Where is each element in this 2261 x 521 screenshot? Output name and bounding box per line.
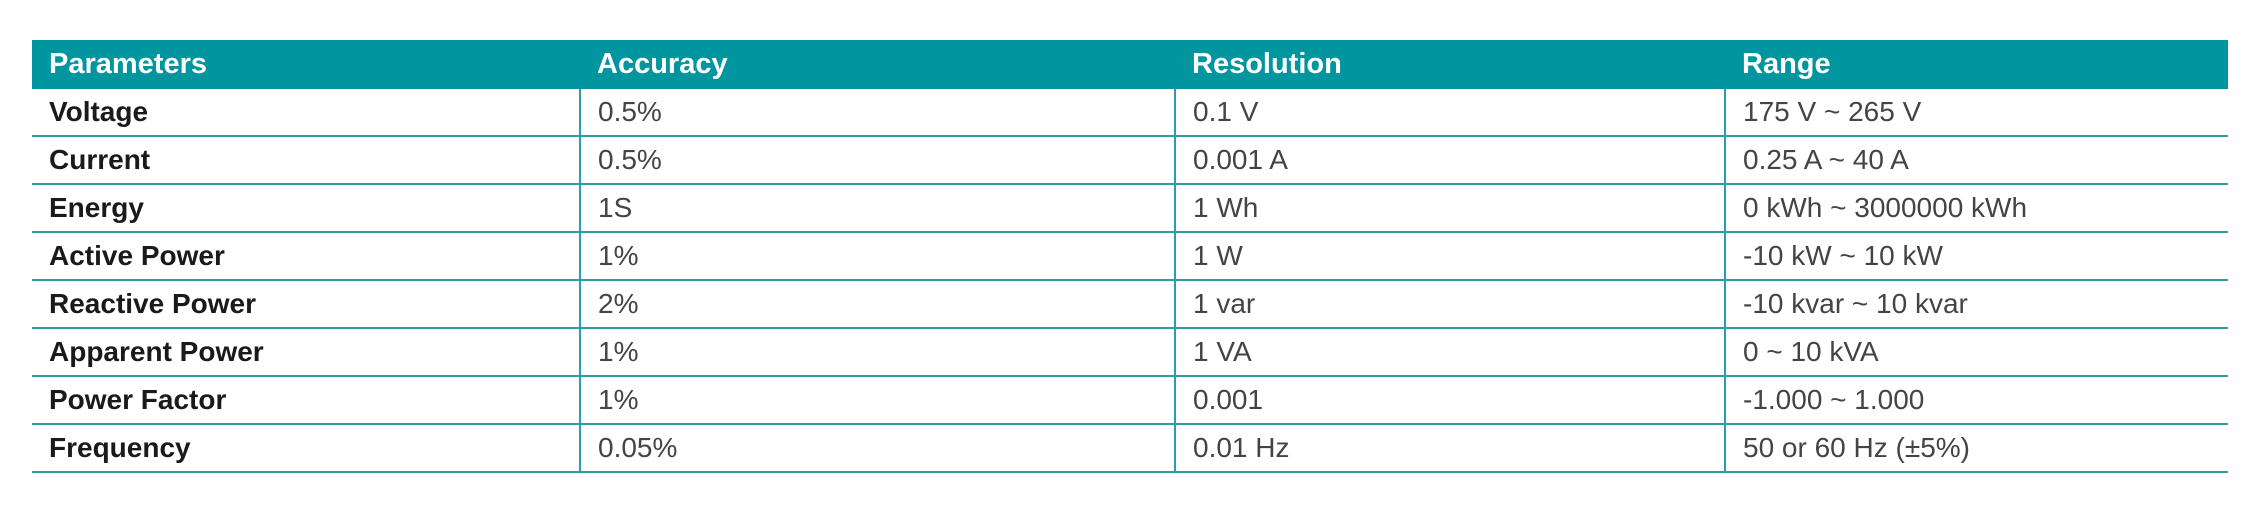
table-row: Power Factor 1% 0.001 -1.000 ~ 1.000 bbox=[32, 376, 2228, 425]
table-row: Active Power 1% 1 W -10 kW ~ 10 kW bbox=[32, 232, 2228, 281]
parameter-cell: Voltage bbox=[32, 89, 580, 137]
value-cell: -1.000 ~ 1.000 bbox=[1724, 376, 2228, 425]
header-row: Parameters Accuracy Resolution Range bbox=[32, 40, 2228, 89]
table-body: Voltage 0.5% 0.1 V 175 V ~ 265 V Current 0.5%… bbox=[32, 89, 2228, 473]
column-header: Resolution bbox=[1175, 40, 1725, 89]
value-cell: 0.5% bbox=[579, 89, 1175, 137]
table-row: Apparent Power 1% 1 VA 0 ~ 10 kVA bbox=[32, 328, 2228, 377]
parameter-cell: Energy bbox=[32, 184, 580, 233]
value-cell: 175 V ~ 265 V bbox=[1724, 89, 2228, 137]
value-cell: 0.5% bbox=[579, 136, 1175, 185]
value-cell: 2% bbox=[579, 280, 1175, 329]
parameter-cell: Active Power bbox=[32, 232, 580, 281]
value-cell: 0 ~ 10 kVA bbox=[1724, 328, 2228, 377]
value-cell: 0.001 A bbox=[1174, 136, 1725, 185]
column-header: Accuracy bbox=[580, 40, 1175, 89]
parameter-cell: Reactive Power bbox=[32, 280, 580, 329]
value-cell: -10 kW ~ 10 kW bbox=[1724, 232, 2228, 281]
value-cell: 1% bbox=[579, 376, 1175, 425]
value-cell: 0.01 Hz bbox=[1174, 424, 1725, 473]
table-row: Reactive Power 2% 1 var -10 kvar ~ 10 kvar bbox=[32, 280, 2228, 329]
value-cell: 1 VA bbox=[1174, 328, 1725, 377]
parameter-cell: Apparent Power bbox=[32, 328, 580, 377]
column-header: Parameters bbox=[32, 40, 580, 89]
table-row: Energy 1S 1 Wh 0 kWh ~ 3000000 kWh bbox=[32, 184, 2228, 233]
value-cell: 1 W bbox=[1174, 232, 1725, 281]
value-cell: 1% bbox=[579, 232, 1175, 281]
value-cell: 0.25 A ~ 40 A bbox=[1724, 136, 2228, 185]
value-cell: 1 Wh bbox=[1174, 184, 1725, 233]
column-header: Range bbox=[1725, 40, 2228, 89]
table-row: Voltage 0.5% 0.1 V 175 V ~ 265 V bbox=[32, 89, 2228, 137]
value-cell: 1S bbox=[579, 184, 1175, 233]
table-row: Current 0.5% 0.001 A 0.25 A ~ 40 A bbox=[32, 136, 2228, 185]
value-cell: 50 or 60 Hz (±5%) bbox=[1724, 424, 2228, 473]
parameter-cell: Frequency bbox=[32, 424, 580, 473]
value-cell: 0.001 bbox=[1174, 376, 1725, 425]
value-cell: 0.05% bbox=[579, 424, 1175, 473]
parameter-cell: Current bbox=[32, 136, 580, 185]
value-cell: -10 kvar ~ 10 kvar bbox=[1724, 280, 2228, 329]
parameter-cell: Power Factor bbox=[32, 376, 580, 425]
spec-table: Parameters Accuracy Resolution Range Voltag… bbox=[32, 40, 2228, 473]
table-row: Frequency 0.05% 0.01 Hz 50 or 60 Hz (±5%) bbox=[32, 424, 2228, 473]
value-cell: 0 kWh ~ 3000000 kWh bbox=[1724, 184, 2228, 233]
value-cell: 1% bbox=[579, 328, 1175, 377]
value-cell: 0.1 V bbox=[1174, 89, 1725, 137]
value-cell: 1 var bbox=[1174, 280, 1725, 329]
